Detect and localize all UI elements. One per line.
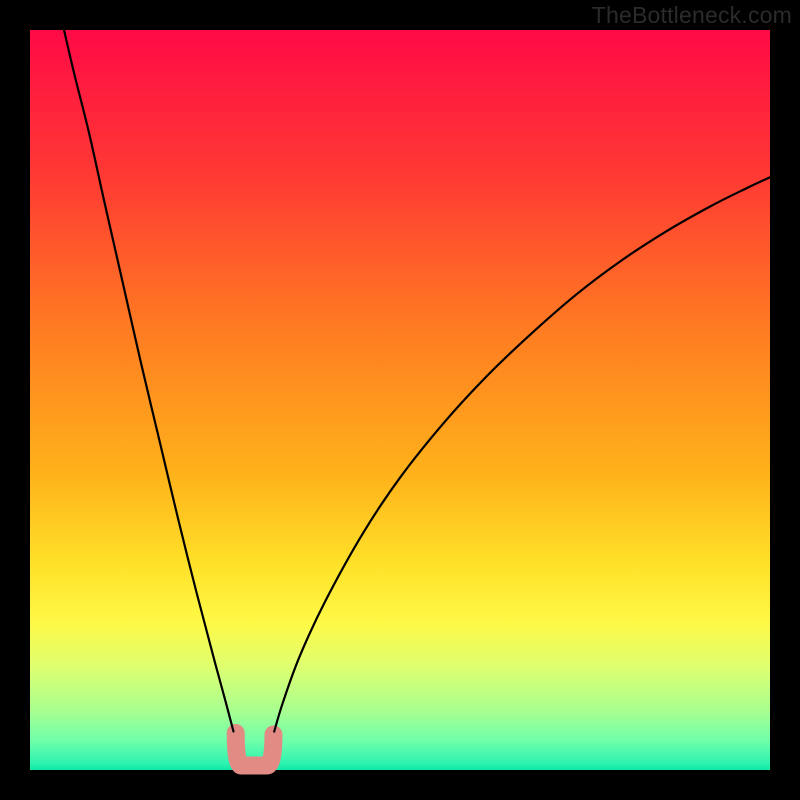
chart-svg: [30, 30, 770, 770]
minimum-marker: [236, 733, 274, 766]
attribution-text: TheBottleneck.com: [592, 2, 792, 29]
curve-right: [274, 177, 770, 731]
curve-left: [64, 30, 233, 732]
chart-frame: TheBottleneck.com: [0, 0, 800, 800]
plot-area: [30, 30, 770, 770]
